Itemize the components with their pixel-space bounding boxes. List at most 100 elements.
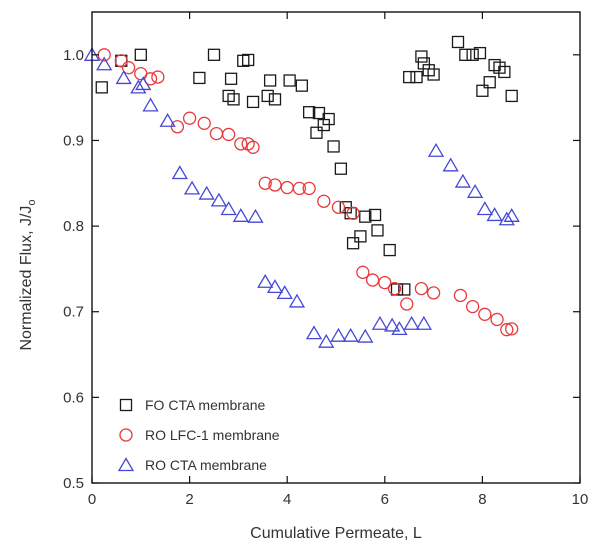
- data-point: [322, 112, 335, 126]
- data-point: [246, 95, 260, 109]
- data-point: [505, 89, 518, 103]
- data-point: [415, 315, 432, 330]
- data-point: [334, 162, 348, 175]
- data-point: [476, 201, 493, 216]
- plot-frame: [91, 11, 581, 484]
- series-square: [95, 35, 518, 296]
- data-point: [171, 165, 188, 180]
- data-point: [268, 178, 282, 192]
- data-point: [454, 173, 472, 188]
- y-axis-title-main: Normalized Flux, J/J: [18, 206, 35, 351]
- legend-item: RO LFC-1 membrane: [119, 427, 280, 443]
- data-point: [365, 273, 380, 287]
- data-point: [426, 286, 441, 300]
- data-point: [398, 283, 411, 296]
- data-point: [451, 35, 465, 49]
- data-point: [295, 79, 308, 92]
- legend-item: FO CTA membrane: [119, 397, 266, 413]
- data-point: [342, 327, 359, 342]
- data-point: [280, 180, 294, 195]
- y-tick-label: 0.7: [63, 304, 84, 321]
- data-point: [415, 50, 428, 63]
- data-point: [134, 48, 147, 61]
- data-point: [368, 208, 382, 222]
- data-point: [292, 181, 307, 196]
- data-point: [476, 84, 489, 97]
- y-tick-label: 0.5: [63, 475, 84, 492]
- data-point: [247, 208, 264, 223]
- data-point: [276, 285, 293, 300]
- legend-marker: [119, 428, 133, 442]
- data-point: [410, 70, 423, 84]
- data-point: [498, 65, 511, 79]
- data-point: [198, 185, 215, 200]
- data-point: [242, 53, 255, 67]
- legend-marker: [117, 457, 135, 472]
- data-point: [473, 46, 487, 60]
- data-point: [227, 93, 240, 106]
- x-tick-label: 10: [572, 491, 589, 508]
- data-point: [197, 116, 211, 130]
- data-point: [115, 70, 132, 85]
- data-point: [327, 140, 340, 153]
- data-point: [130, 79, 147, 94]
- data-point: [403, 70, 416, 84]
- data-point: [261, 89, 274, 103]
- data-point: [303, 106, 316, 119]
- data-point: [354, 230, 367, 243]
- data-point: [371, 224, 384, 237]
- data-point: [466, 48, 479, 61]
- y-tick-label: 0.8: [63, 218, 84, 235]
- x-tick-label: 8: [478, 491, 486, 508]
- data-point: [210, 192, 228, 207]
- data-point: [317, 194, 331, 208]
- data-point: [331, 200, 346, 214]
- data-point: [371, 315, 389, 330]
- data-point: [221, 127, 236, 142]
- data-point: [500, 323, 514, 337]
- data-point: [207, 48, 221, 61]
- data-point: [310, 126, 323, 139]
- data-point: [383, 317, 401, 332]
- data-point: [387, 281, 402, 296]
- legend-marker: [119, 398, 133, 412]
- data-point: [478, 307, 492, 321]
- data-point: [151, 70, 165, 84]
- data-point: [427, 68, 440, 81]
- data-point: [346, 206, 360, 220]
- data-point: [330, 327, 347, 342]
- y-tick-label: 0.6: [63, 389, 84, 406]
- data-point: [357, 328, 374, 343]
- data-point: [182, 111, 197, 125]
- data-point: [246, 140, 260, 154]
- data-point: [490, 312, 504, 327]
- x-tick-label: 0: [88, 491, 96, 508]
- data-point: [400, 297, 414, 311]
- axes: 0 2 4 6 8 10 0.5 0.6 0.7 0.8 0.9 1.0: [63, 11, 589, 508]
- data-point: [383, 243, 396, 257]
- data-point: [403, 315, 420, 330]
- data-point: [220, 201, 237, 216]
- data-point: [486, 207, 503, 222]
- data-point: [234, 137, 248, 151]
- data-point: [114, 54, 128, 68]
- data-point: [453, 288, 468, 303]
- data-point: [121, 61, 136, 75]
- data-point: [288, 293, 306, 308]
- data-point: [209, 126, 224, 141]
- data-point: [505, 322, 519, 336]
- data-point: [232, 208, 249, 222]
- data-point: [459, 48, 472, 61]
- data-point: [96, 56, 113, 71]
- x-axis-title: Cumulative Permeate, L: [250, 525, 422, 542]
- data-point: [263, 74, 277, 87]
- series-circle: [97, 48, 519, 337]
- data-point: [359, 210, 372, 223]
- data-point: [257, 273, 274, 288]
- data-point: [135, 76, 152, 91]
- data-point: [159, 112, 176, 127]
- data-point: [283, 74, 296, 87]
- data-point: [258, 176, 272, 190]
- data-point: [268, 93, 282, 106]
